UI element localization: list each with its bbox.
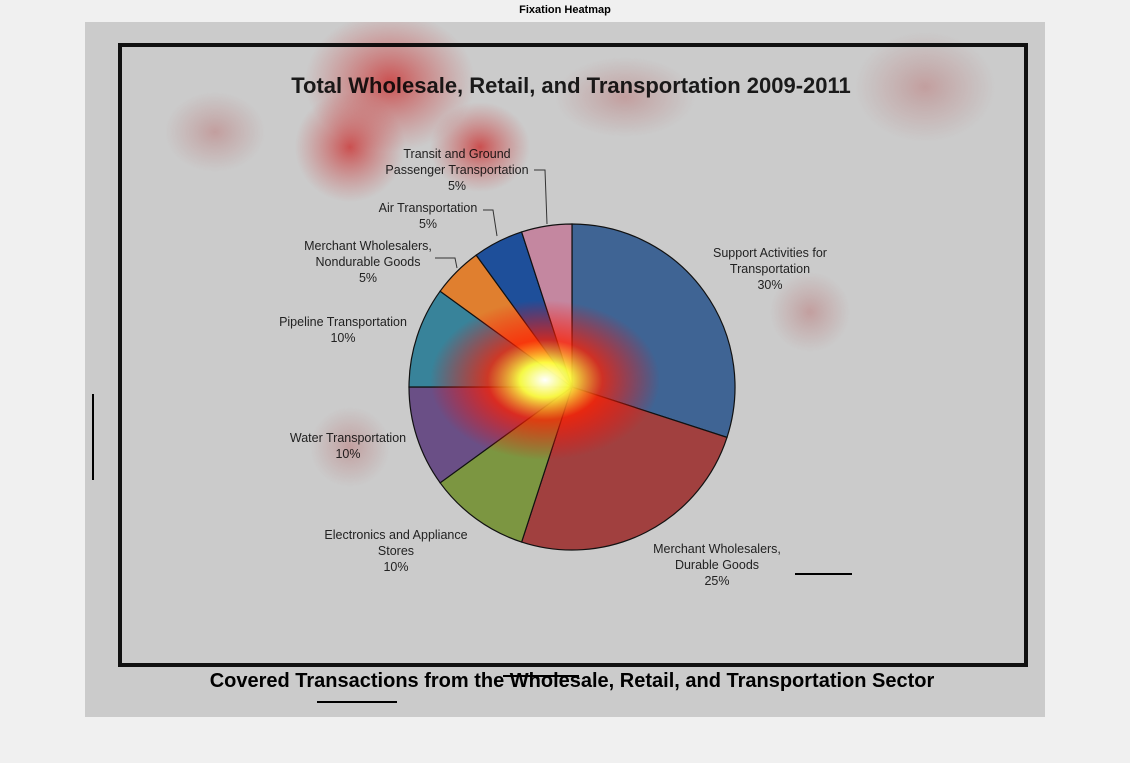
slice-label-0: Support Activities for Transportation 30% — [713, 246, 827, 292]
slice-label-4: Pipeline Transportation 10% — [279, 315, 407, 345]
fixation-heatmap-overlay — [165, 22, 995, 487]
slice-label-5: Merchant Wholesalers, Nondurable Goods 5% — [304, 239, 432, 285]
fixation-blob — [770, 272, 850, 352]
fixation-blob — [165, 92, 265, 172]
fixation-blob — [855, 32, 995, 142]
label-leader-lines — [435, 169, 548, 269]
slice-label-6: Air Transportation 5% — [379, 201, 478, 231]
figure-panel: Total Wholesale, Retail, and Transportat… — [85, 22, 1045, 717]
leader-line-5 — [435, 257, 458, 269]
fixation-hotspot — [430, 300, 660, 460]
fixation-blob — [555, 57, 695, 137]
fixation-blob — [430, 102, 530, 192]
fixation-blob — [310, 407, 390, 487]
slice-label-1: Merchant Wholesalers, Durable Goods 25% — [653, 542, 781, 588]
leader-line-6 — [483, 209, 498, 237]
window-title: Fixation Heatmap — [519, 4, 611, 16]
slice-label-2: Electronics and Appliance Stores 10% — [324, 528, 467, 574]
fixation-heatmap-figure: Total Wholesale, Retail, and Transportat… — [92, 22, 1028, 703]
fixation-blob — [295, 92, 405, 202]
chart-caption: Covered Transactions from the Wholesale,… — [210, 670, 935, 692]
chart-frame — [118, 43, 1028, 667]
leader-line-7 — [534, 169, 548, 225]
